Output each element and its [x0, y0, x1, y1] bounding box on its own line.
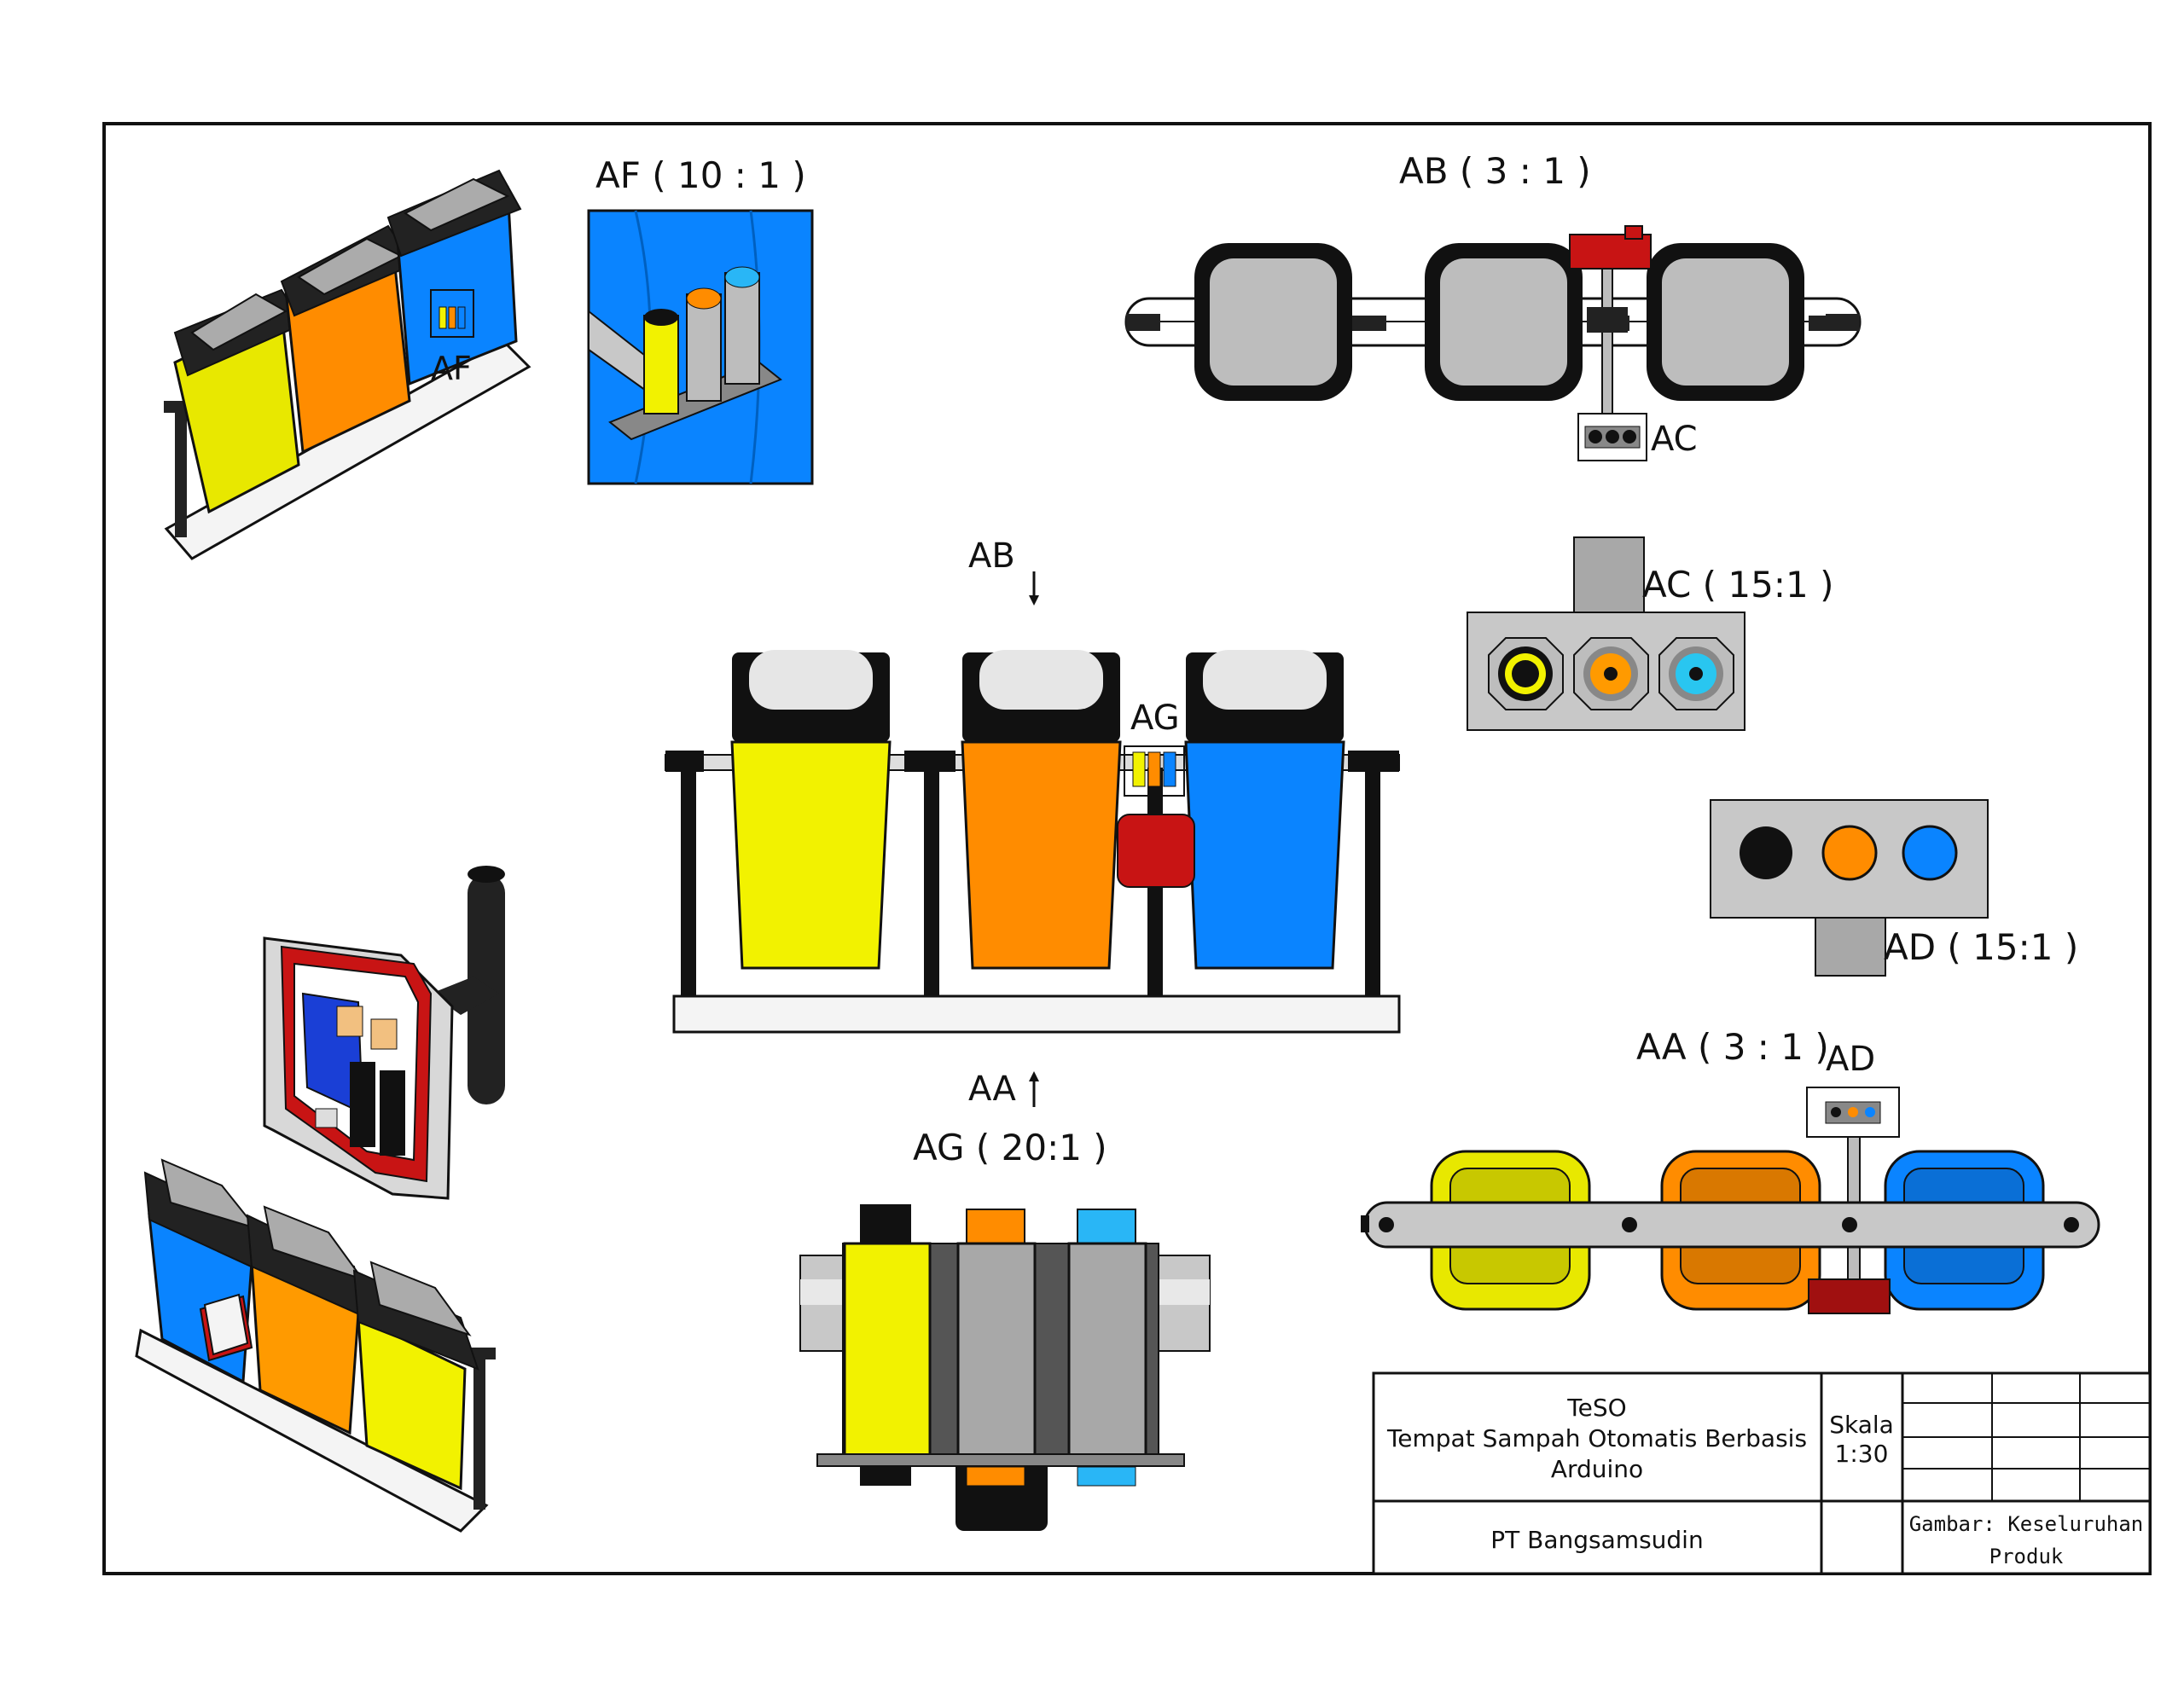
callout-ac: AC	[1651, 420, 1698, 459]
detail-view-ad: AD ( 15:1 )	[1710, 799, 2078, 977]
callout-ad: AD	[1826, 1040, 1875, 1079]
project-name: TeSO	[1566, 1394, 1626, 1422]
project-description-line2: Arduino	[1551, 1455, 1643, 1483]
isometric-view-top: AF	[164, 169, 531, 560]
callout-aa: AA	[968, 1070, 1016, 1109]
view-title-aa: AA ( 3 : 1 )	[1636, 1026, 1829, 1068]
detail-view-ac: AC ( 15:1 )	[1467, 536, 1833, 731]
callout-ab: AB	[968, 536, 1015, 576]
bottom-view-aa: AA ( 3 : 1 ) AD	[1361, 1026, 2100, 1314]
top-view-ab: AB ( 3 : 1 ) AC	[1124, 150, 1862, 461]
title-block: TeSO Tempat Sampah Otomatis Berbasis Ard…	[1372, 1371, 2152, 1575]
isometric-view-bottom	[135, 1158, 496, 1533]
project-description-line1: Tempat Sampah Otomatis Berbasis	[1386, 1424, 1807, 1452]
scale-label: Skala	[1829, 1411, 1894, 1439]
view-title-af: AF ( 10 : 1 )	[595, 154, 806, 196]
view-title-ag: AG ( 20:1 )	[913, 1127, 1107, 1168]
detail-view-af: AF ( 10 : 1 )	[587, 154, 814, 485]
callout-af: AF	[431, 350, 472, 387]
view-title-ab: AB ( 3 : 1 )	[1399, 150, 1591, 192]
view-title-ac: AC ( 15:1 )	[1642, 564, 1833, 606]
controller-box-iso	[263, 866, 505, 1200]
detail-view-ag: AG ( 20:1 )	[799, 1127, 1211, 1531]
drawing-title-line1: Gambar: Keseluruhan	[1909, 1512, 2144, 1536]
company-name: PT Bangsamsudin	[1490, 1526, 1703, 1554]
callout-ag: AG	[1130, 699, 1180, 738]
front-view: AB AG AA	[665, 536, 1401, 1109]
scale-value: 1:30	[1835, 1440, 1889, 1468]
view-title-ad: AD ( 15:1 )	[1884, 926, 2078, 968]
drawing-title-line2: Produk	[1989, 1545, 2064, 1568]
